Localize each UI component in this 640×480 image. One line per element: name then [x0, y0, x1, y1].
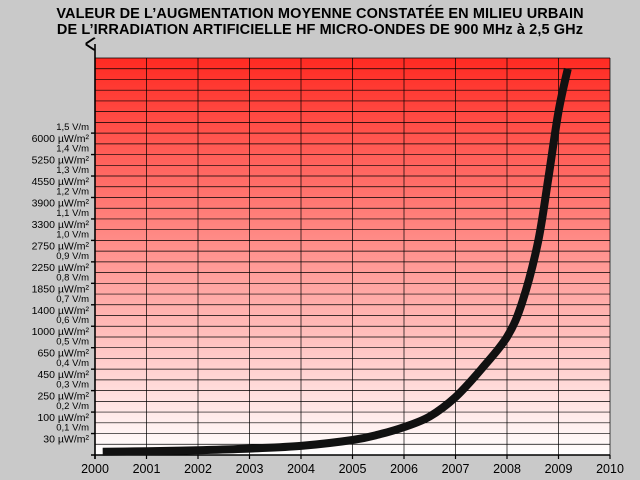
- y-tick-label-density: 2750 µW/m²: [32, 240, 90, 252]
- y-tick-label-field: 0,5 V/m: [56, 337, 89, 348]
- x-tick-label: 2000: [81, 462, 109, 476]
- chart-title-line-1: VALEUR DE L’AUGMENTATION MOYENNE CONSTAT…: [56, 6, 584, 22]
- x-tick-label: 2002: [184, 462, 212, 476]
- y-tick-label-density: 3900 µW/m²: [32, 197, 90, 209]
- y-tick-label-density: 3300 µW/m²: [32, 219, 90, 231]
- y-tick-label-field: 1,3 V/m: [56, 165, 89, 176]
- y-tick-label-density: 1000 µW/m²: [32, 326, 90, 338]
- y-tick-label-density: 450 µW/m²: [37, 369, 89, 381]
- y-tick-label-field: 0,8 V/m: [56, 272, 89, 283]
- x-tick-label: 2009: [545, 462, 573, 476]
- x-tick-label: 2005: [339, 462, 367, 476]
- x-tick-label: 2001: [133, 462, 161, 476]
- x-axis-ticks: 2000 2001 2002 2003 2004 2005 2006 2007 2008 2009…: [81, 455, 624, 476]
- y-tick-label-field: 1,0 V/m: [56, 229, 89, 240]
- y-tick-label-density: 100 µW/m²: [37, 412, 89, 424]
- x-tick-label: 2003: [236, 462, 264, 476]
- y-tick-label-density: 250 µW/m²: [37, 391, 89, 403]
- y-tick-label-density: 30 µW/m²: [43, 434, 89, 446]
- x-tick-label: 2008: [493, 462, 521, 476]
- y-tick-label-field: 1,1 V/m: [56, 208, 89, 219]
- y-tick-label-density: 2250 µW/m²: [32, 262, 90, 274]
- x-tick-label: 2010: [596, 462, 624, 476]
- y-tick-label-field: 0,4 V/m: [56, 358, 89, 369]
- chart-title-line-2: DE L’IRRADIATION ARTIFICIELLE HF MICRO-O…: [56, 22, 584, 38]
- axes: [91, 44, 610, 459]
- series-line: [102, 67, 572, 456]
- y-tick-label-field: 1,5 V/m: [56, 122, 89, 133]
- y-tick-label-density: 4550 µW/m²: [32, 176, 90, 188]
- x-tick-label: 2006: [390, 462, 418, 476]
- y-tick-label-field: 0,3 V/m: [56, 380, 89, 391]
- y-tick-label-density: 6000 µW/m²: [32, 133, 90, 145]
- y-tick-label-density: 1850 µW/m²: [32, 283, 90, 295]
- y-tick-label-field: 0,2 V/m: [56, 401, 89, 412]
- grid-lines: [95, 57, 611, 455]
- y-tick-label-field: 0,1 V/m: [56, 423, 89, 434]
- y-tick-label-density: 1400 µW/m²: [32, 305, 90, 317]
- y-tick-label-field: 0,7 V/m: [56, 294, 89, 305]
- y-tick-label-density: 5250 µW/m²: [32, 155, 90, 167]
- chart-title: VALEUR DE L’AUGMENTATION MOYENNE CONSTAT…: [0, 6, 640, 38]
- y-tick-label-density: 650 µW/m²: [37, 348, 89, 360]
- y-tick-label-field: 0,9 V/m: [56, 251, 89, 262]
- y-tick-label-field: 1,2 V/m: [56, 186, 89, 197]
- x-tick-label: 2004: [287, 462, 315, 476]
- y-tick-label-field: 0,6 V/m: [56, 315, 89, 326]
- y-tick-label-field: 1,4 V/m: [56, 144, 89, 155]
- x-tick-label: 2007: [442, 462, 470, 476]
